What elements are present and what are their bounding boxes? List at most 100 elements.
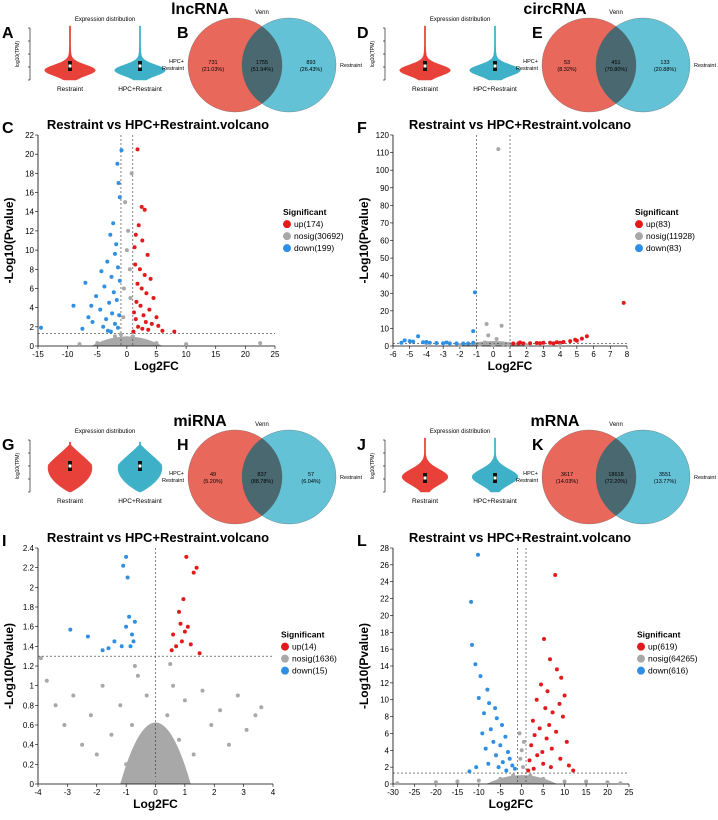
x-tick-label: 5 xyxy=(575,350,580,359)
data-point-nosig xyxy=(142,340,147,345)
y-tick-label: 28 xyxy=(380,544,389,553)
volcano-plot: Restraint vs HPC+Restraint.volcano010203… xyxy=(357,117,695,373)
data-point-nosig xyxy=(113,334,117,339)
data-point-down xyxy=(482,711,486,716)
data-point-up xyxy=(571,768,576,773)
data-point-up xyxy=(558,756,563,761)
venn-left-label: HPC+ xyxy=(523,471,538,477)
data-point-down xyxy=(416,334,421,339)
data-point-up xyxy=(548,340,553,345)
data-point-nosig xyxy=(235,693,240,698)
x-tick-label: -2 xyxy=(456,350,464,359)
data-point-down xyxy=(117,278,122,283)
data-point-nosig xyxy=(200,688,205,693)
data-point-down xyxy=(421,340,426,345)
legend-title: Significant xyxy=(281,630,325,640)
data-point-nosig xyxy=(182,698,187,703)
data-point-down xyxy=(441,341,446,346)
data-point-down xyxy=(500,723,504,727)
y-tick-label: 0 xyxy=(30,342,35,351)
data-point-up xyxy=(534,341,539,345)
x-tick-label: 1 xyxy=(183,788,188,797)
x-tick-label: 4 xyxy=(271,788,276,797)
data-point-up xyxy=(181,597,186,602)
data-point-up xyxy=(540,750,545,754)
data-point-nosig xyxy=(209,723,214,727)
data-point-up xyxy=(557,701,562,706)
violin-plot: Expression distribution log10(TPM) Restrai… xyxy=(370,17,521,93)
data-point-up xyxy=(530,718,535,723)
data-point-up xyxy=(136,324,141,329)
data-point-down xyxy=(411,339,416,344)
data-point-down xyxy=(474,765,479,770)
data-point-up xyxy=(527,758,532,763)
x-tick-label: -4 xyxy=(423,350,431,359)
violin-title: Expression distribution xyxy=(430,17,490,23)
legend-item: down(15) xyxy=(292,666,328,676)
data-point-up xyxy=(191,570,196,575)
data-point-down xyxy=(112,639,117,644)
data-point-down xyxy=(480,731,485,736)
venn-left-value: 49 xyxy=(210,472,216,478)
data-point-up xyxy=(148,276,153,281)
violin-shape xyxy=(399,25,451,81)
venn-left-label: Restraint xyxy=(162,478,184,484)
section-title-mirna: miRNA xyxy=(173,413,227,430)
legend-item: down(616) xyxy=(648,666,688,676)
data-point-nosig xyxy=(95,341,100,346)
data-point-down xyxy=(467,769,472,774)
x-axis-label: Log2FC xyxy=(134,359,179,373)
y-tick-label: 30 xyxy=(380,289,389,298)
data-point-down xyxy=(427,340,432,345)
data-point-down xyxy=(71,303,76,308)
data-point-down xyxy=(483,746,488,751)
data-point-down xyxy=(512,766,517,771)
data-point-up xyxy=(137,267,142,272)
y-tick-label: 4 xyxy=(385,746,390,755)
y-axis-label: -Log10(Pvalue) xyxy=(357,197,371,283)
y-tick-label: 8 xyxy=(385,713,390,722)
data-point-nosig xyxy=(433,780,438,785)
venn-left-label: HPC+ xyxy=(523,59,538,65)
y-tick-label: 8 xyxy=(30,265,35,274)
data-point-up xyxy=(542,637,546,641)
y-tick-label: 0 xyxy=(385,780,390,789)
data-point-up xyxy=(561,340,566,344)
data-point-nosig xyxy=(177,737,181,742)
data-point-up xyxy=(539,682,543,687)
venn-title: Venn xyxy=(609,422,623,428)
violin-median xyxy=(493,476,497,480)
data-point-nosig xyxy=(259,705,264,710)
data-point-up xyxy=(548,765,553,770)
x-tick-label: 3 xyxy=(541,350,546,359)
data-point-nosig xyxy=(244,727,249,732)
data-point-nosig xyxy=(484,322,489,326)
violin-plot: Expression distribution log10(TPM) Restrai… xyxy=(370,429,519,505)
violin-median xyxy=(138,64,142,68)
violin-category-label: Restraint xyxy=(57,86,83,93)
y-tick-label: 100 xyxy=(376,166,390,175)
data-point-nosig xyxy=(94,752,99,757)
y-tick-label: 6 xyxy=(385,729,390,738)
data-point-nosig xyxy=(499,323,504,328)
data-point-down xyxy=(487,701,492,706)
y-tick-label: 1 xyxy=(30,682,35,691)
data-point-up xyxy=(584,334,589,339)
panel-letter-a: A xyxy=(2,25,14,42)
data-point-nosig xyxy=(395,781,400,786)
data-point-nosig xyxy=(141,747,146,752)
venn-overlap xyxy=(242,18,282,112)
venn-left-value: 731 xyxy=(208,60,217,66)
y-tick-label: 2 xyxy=(30,583,35,592)
violin-plot: Expression distribution log10(TPM) Restrai… xyxy=(15,429,163,505)
data-point-nosig xyxy=(191,752,196,757)
y-tick-label: 2 xyxy=(30,323,35,332)
venn-intersection-value: 451 xyxy=(611,60,620,66)
data-point-nosig xyxy=(124,248,129,253)
data-point-down xyxy=(500,760,505,765)
data-point-nosig xyxy=(584,779,589,784)
data-point-down xyxy=(102,284,107,289)
venn-right-percent: (13.77%) xyxy=(654,479,676,485)
